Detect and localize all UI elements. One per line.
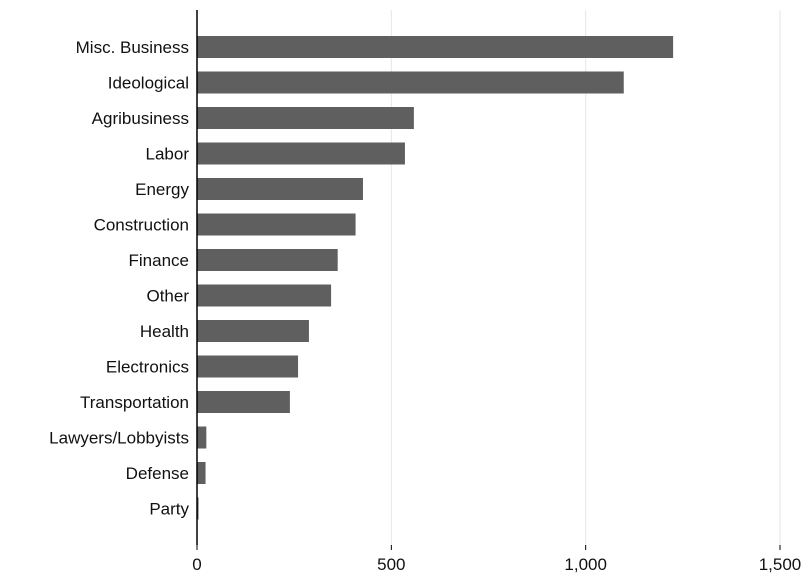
bar — [197, 391, 290, 413]
bar — [197, 142, 405, 165]
category-label: Ideological — [108, 74, 189, 93]
x-axis-ticks: 0 500 1,000 1,500 — [192, 545, 801, 574]
category-label: Transportation — [80, 393, 189, 412]
x-tick-label: 500 — [377, 555, 405, 574]
category-label: Electronics — [106, 358, 189, 377]
bar — [197, 249, 338, 271]
x-tick-label: 1,500 — [759, 555, 802, 574]
bar — [197, 178, 363, 200]
category-label: Lawyers/Lobbyists — [49, 429, 189, 448]
bar — [197, 213, 356, 236]
bar — [197, 320, 309, 342]
x-tick-label: 1,000 — [564, 555, 607, 574]
category-label: Finance — [129, 251, 189, 270]
category-label: Agribusiness — [92, 109, 189, 128]
category-label: Health — [140, 322, 189, 341]
category-label: Other — [146, 287, 189, 306]
bar — [197, 107, 414, 129]
bar — [197, 355, 299, 378]
category-label: Energy — [135, 180, 189, 199]
bar — [197, 462, 206, 484]
bar — [197, 284, 332, 307]
bar — [197, 71, 624, 94]
category-label: Misc. Business — [76, 38, 189, 57]
x-tick-label: 0 — [192, 555, 201, 574]
category-labels: Misc. Business Ideological Agribusiness Lab… — [49, 38, 189, 519]
category-label: Party — [149, 500, 189, 519]
category-label: Construction — [94, 216, 189, 235]
bar — [197, 36, 674, 58]
bar — [197, 497, 199, 520]
category-label: Defense — [126, 464, 189, 483]
gridlines — [390, 10, 781, 545]
category-label: Labor — [146, 145, 190, 164]
bar — [197, 426, 207, 449]
bars — [197, 36, 674, 520]
